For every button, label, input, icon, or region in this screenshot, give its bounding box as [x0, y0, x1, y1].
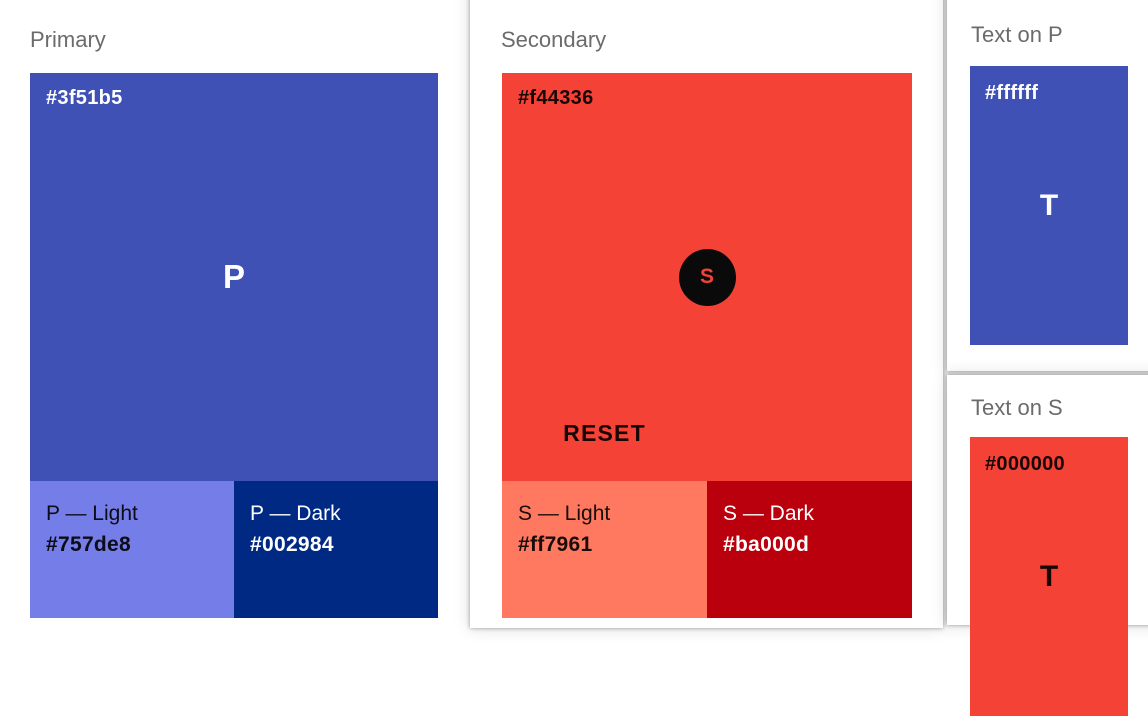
primary-light-name: P — Light: [46, 502, 138, 525]
text-on-secondary-letter: T: [1039, 559, 1059, 593]
secondary-light-swatch[interactable]: S — Light #ff7961: [502, 481, 707, 618]
text-on-primary-label: Text on P: [971, 22, 1063, 47]
text-on-secondary-label: Text on S: [971, 395, 1063, 420]
primary-dark-name: P — Dark: [250, 502, 341, 525]
secondary-fab-letter: S: [699, 265, 714, 288]
primary-light-swatch[interactable]: P — Light #757de8: [30, 481, 234, 618]
text-on-primary-letter: T: [1039, 188, 1059, 222]
text-on-primary-swatch[interactable]: #ffffff T: [970, 66, 1128, 345]
secondary-light-hex-value: #ff7961: [518, 533, 593, 556]
secondary-light-name: S — Light: [518, 502, 611, 525]
secondary-hex-value: #f44336: [518, 87, 594, 109]
text-on-primary-hex-value: #ffffff: [985, 82, 1039, 104]
primary-variants-row: P — Light #757de8 P — Dark #002984: [30, 481, 438, 618]
reset-button[interactable]: RESET: [502, 413, 707, 453]
primary-main-swatch[interactable]: #3f51b5 P: [30, 73, 438, 481]
primary-dark-hex-value: #002984: [250, 533, 334, 556]
secondary-section-label: Secondary: [501, 27, 607, 52]
primary-hex-value: #3f51b5: [46, 87, 123, 109]
primary-light-hex-value: #757de8: [46, 533, 132, 556]
text-on-secondary-hex-value: #000000: [985, 453, 1065, 475]
text-on-secondary-swatch[interactable]: #000000 T: [970, 437, 1128, 716]
secondary-dark-swatch[interactable]: S — Dark #ba000d: [707, 481, 912, 618]
primary-letter: P: [222, 258, 245, 295]
secondary-fab-button[interactable]: S: [678, 248, 736, 306]
primary-section-label: Primary: [30, 27, 106, 52]
primary-dark-swatch[interactable]: P — Dark #002984: [234, 481, 438, 618]
secondary-dark-hex-value: #ba000d: [723, 533, 810, 556]
secondary-variants-row: S — Light #ff7961 S — Dark #ba000d: [502, 481, 912, 618]
secondary-main-swatch[interactable]: #f44336 S RESET: [502, 73, 912, 481]
secondary-dark-name: S — Dark: [723, 502, 815, 525]
